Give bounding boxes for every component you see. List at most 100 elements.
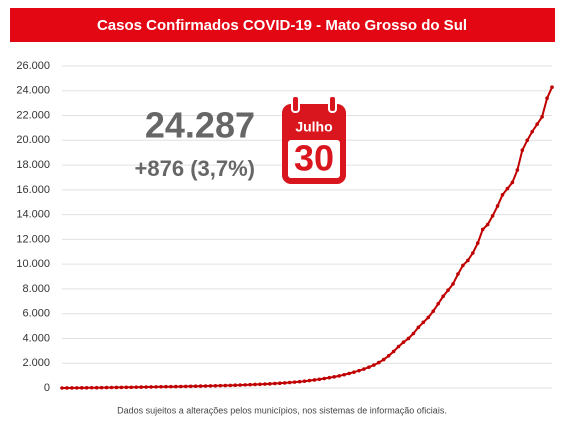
data-point [332,375,337,379]
data-point [411,331,416,336]
data-point [198,384,203,388]
data-point [446,288,450,292]
data-point [401,340,406,344]
data-point [431,309,436,314]
data-point [381,357,386,362]
data-point [436,301,440,306]
data-point [75,386,79,390]
data-point [391,349,396,354]
data-point [228,383,233,388]
data-point [525,138,530,143]
total-label: 24.287 [145,105,255,146]
data-point [273,381,277,386]
data-point [461,263,465,268]
y-tick-label: 12.000 [16,233,50,245]
data-point [193,384,198,388]
data-point [139,385,143,389]
data-point [471,251,475,255]
data-point [208,384,213,388]
data-point [178,384,183,389]
data-point [233,383,238,388]
data-point [426,315,431,320]
data-point [134,385,139,389]
data-point [347,371,351,376]
data-point [287,380,292,385]
data-point [357,368,361,373]
data-point [263,382,267,386]
data-point [149,385,153,389]
data-point [253,382,257,387]
data-point [79,386,84,390]
calendar-ring [328,95,337,113]
data-point [352,370,356,374]
data-point [307,378,312,383]
data-point [243,383,247,387]
data-point [154,385,158,389]
data-point [84,386,89,390]
calendar-day: 30 [294,138,334,179]
data-point [258,382,262,387]
data-point [238,383,242,387]
data-point [174,384,178,389]
footnote: Dados sujeitos a alterações pelos municí… [117,405,447,415]
data-line [62,86,553,389]
data-point [416,325,421,330]
data-point [104,385,109,390]
data-point [248,382,252,387]
data-point [376,360,381,365]
data-point [89,385,94,390]
data-point [268,382,272,386]
data-point [60,386,64,390]
y-tick-label: 22.000 [16,109,50,121]
y-tick-label: 14.000 [16,209,50,221]
title-bar [10,8,555,42]
data-point [144,385,148,389]
data-point [342,372,346,377]
data-point [223,383,228,388]
data-point [282,381,287,385]
data-point [480,227,485,232]
data-point [520,148,525,153]
data-point [505,186,510,191]
data-point [65,386,69,390]
data-point [550,85,554,90]
data-point [367,365,371,369]
y-tick-label: 4.000 [22,332,50,344]
data-point [297,379,302,384]
data-point [396,344,401,349]
data-point [129,385,134,390]
plot: 0 2.000 4.000 6.000 8.000 10.000 12.000 14.000 1… [16,60,554,394]
chart-title: Casos Confirmados COVID-19 - Mato Grosso… [97,17,467,34]
y-tick-label: 6.000 [22,308,50,320]
data-point [302,379,307,383]
data-point [159,385,163,389]
data-point [535,122,539,127]
y-tick-label: 26.000 [16,60,50,72]
change-label: +876 (3,7%) [135,156,255,181]
calendar-page [288,140,340,178]
data-point [292,380,297,384]
data-point [362,367,366,371]
data-point [203,384,208,388]
y-tick-label: 10.000 [16,258,50,270]
y-tick-label: 18.000 [16,159,50,171]
data-point [124,385,129,390]
data-point [500,193,505,197]
data-point [317,377,322,382]
data-point [441,294,445,299]
y-tick-label: 16.000 [16,184,50,196]
data-point [490,214,495,218]
data-point [545,96,549,100]
data-point [322,376,327,381]
y-tick-label: 8.000 [22,283,50,295]
calendar-month: Julho [295,119,332,135]
data-point [327,375,332,380]
data-point [183,384,188,389]
calendar-icon: Julho 30 [282,95,346,184]
data-point [99,385,104,390]
data-point [485,222,490,227]
y-tick-label: 2.000 [22,357,50,369]
data-point [218,383,223,388]
data-point [277,381,282,386]
